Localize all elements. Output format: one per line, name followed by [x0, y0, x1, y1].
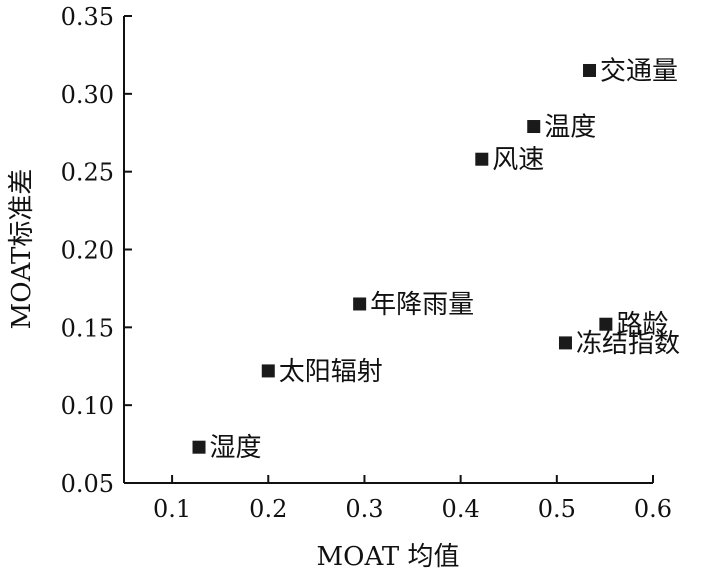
- x-axis-title: MOAT 均值: [317, 542, 460, 572]
- data-point: [583, 63, 597, 77]
- data-point-label: 年降雨量: [370, 290, 474, 320]
- data-point: [527, 120, 541, 134]
- x-tick-label: 0.4: [442, 495, 480, 523]
- data-point-label: 冻结指数: [576, 329, 680, 359]
- y-tick-label: 0.35: [61, 3, 114, 31]
- y-tick-label: 0.10: [61, 392, 114, 420]
- y-ticks: 0.05 0.10 0.15 0.20 0.25 0.30 0.35: [61, 3, 132, 498]
- x-tick-label: 0.5: [538, 495, 576, 523]
- data-point-label: 太阳辐射: [279, 357, 383, 387]
- data-point: [558, 336, 572, 350]
- y-tick-label: 0.20: [61, 237, 114, 265]
- x-ticks: 0.1 0.2 0.3 0.4 0.5 0.6: [153, 475, 672, 523]
- axes: [123, 16, 653, 484]
- data-point: [353, 297, 367, 311]
- x-tick-label: 0.1: [153, 495, 191, 523]
- data-point: [475, 152, 489, 166]
- y-axis-title: MOAT标准差: [7, 169, 37, 330]
- y-tick-label: 0.05: [61, 470, 114, 498]
- data-point-label: 风速: [492, 145, 544, 175]
- data-point: [192, 440, 206, 454]
- data-point-label: 路龄: [616, 310, 668, 340]
- data-point-label: 温度: [544, 113, 596, 143]
- data-point-label: 湿度: [210, 433, 262, 463]
- x-tick-label: 0.6: [634, 495, 672, 523]
- y-tick-label: 0.30: [61, 81, 114, 109]
- y-tick-label: 0.15: [61, 314, 114, 342]
- data-point-label: 交通量: [600, 56, 678, 86]
- x-tick-label: 0.2: [249, 495, 287, 523]
- data-point: [261, 364, 275, 378]
- y-tick-label: 0.25: [61, 159, 114, 187]
- x-tick-label: 0.3: [345, 495, 383, 523]
- data-point: [599, 317, 613, 331]
